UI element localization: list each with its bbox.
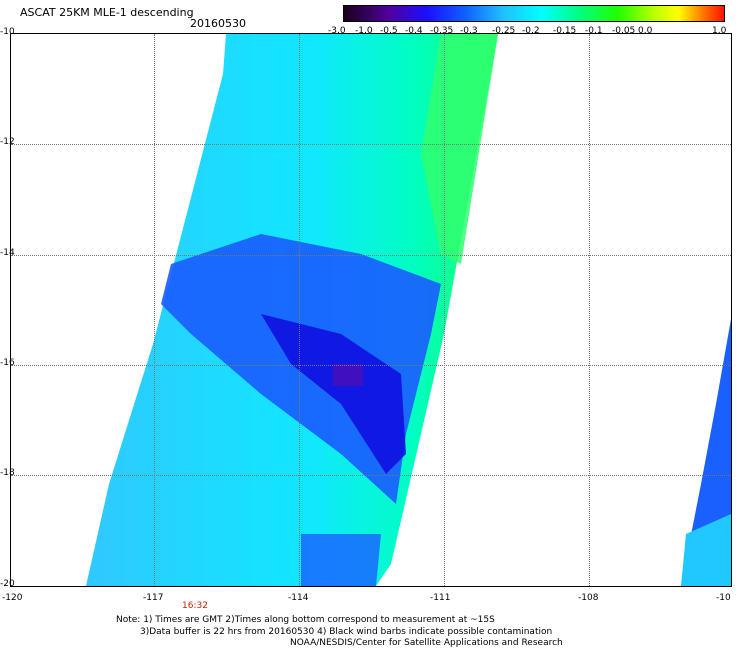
- colorbar-tick-label: -0.25: [492, 26, 516, 36]
- longitude-label: -111: [430, 593, 451, 603]
- latitude-grid-line: [11, 255, 731, 256]
- colorbar-tick-label: -0.05: [612, 26, 636, 36]
- time-label: 16:32: [182, 601, 208, 611]
- scatterometer-swath-right: [681, 319, 731, 586]
- longitude-label: -117: [143, 593, 164, 603]
- longitude-label: -108: [578, 593, 599, 603]
- longitude-grid-line: [444, 34, 445, 586]
- colorbar-tick-label: -0.1: [585, 26, 603, 36]
- latitude-label: -20: [0, 579, 15, 589]
- colorbar-tick-label: 1.0: [712, 26, 727, 36]
- latitude-label: -16: [0, 358, 15, 368]
- colorbar-tick-label: -0.3: [460, 26, 478, 36]
- note-line-2: 3)Data buffer is 22 hrs from 20160530 4)…: [140, 627, 553, 637]
- colorbar-tick-label: 0.0: [638, 26, 653, 36]
- latitude-label: -18: [0, 468, 15, 478]
- swath-lower-blue: [301, 534, 381, 586]
- colorbar: [343, 5, 725, 22]
- longitude-grid-line: [299, 34, 300, 586]
- swath-right-cyan: [681, 514, 731, 586]
- product-date: 20160530: [190, 17, 246, 30]
- colorbar-tick-label: -0.15: [553, 26, 577, 36]
- colorbar-tick-label: -0.2: [522, 26, 540, 36]
- swath-green-band: [421, 34, 498, 264]
- latitude-label: -14: [0, 248, 15, 258]
- longitude-label: -114: [288, 593, 309, 603]
- colorbar-tick-label: -0.4: [405, 26, 423, 36]
- note-line-1: Note: 1) Times are GMT 2)Times along bot…: [116, 615, 495, 625]
- map-plot: [10, 33, 732, 587]
- longitude-label: -10: [716, 593, 731, 603]
- swath-dark-blue-region: [261, 314, 406, 474]
- longitude-grid-line: [154, 34, 155, 586]
- colorbar-tick-label: -0.35: [430, 26, 454, 36]
- latitude-grid-line: [11, 475, 731, 476]
- longitude-grid-line: [589, 34, 590, 586]
- latitude-label: -12: [0, 137, 15, 147]
- swath-purple-spot: [333, 364, 363, 386]
- longitude-label: -120: [2, 593, 23, 603]
- colorbar-tick-label: -3.0: [328, 26, 346, 36]
- latitude-label: -10: [0, 27, 15, 37]
- colorbar-tick-label: -1.0: [355, 26, 373, 36]
- latitude-grid-line: [11, 365, 731, 366]
- note-line-3: NOAA/NESDIS/Center for Satellite Applica…: [290, 638, 563, 648]
- latitude-grid-line: [11, 144, 731, 145]
- product-title: ASCAT 25KM MLE-1 descending: [20, 6, 194, 19]
- colorbar-tick-label: -0.5: [380, 26, 398, 36]
